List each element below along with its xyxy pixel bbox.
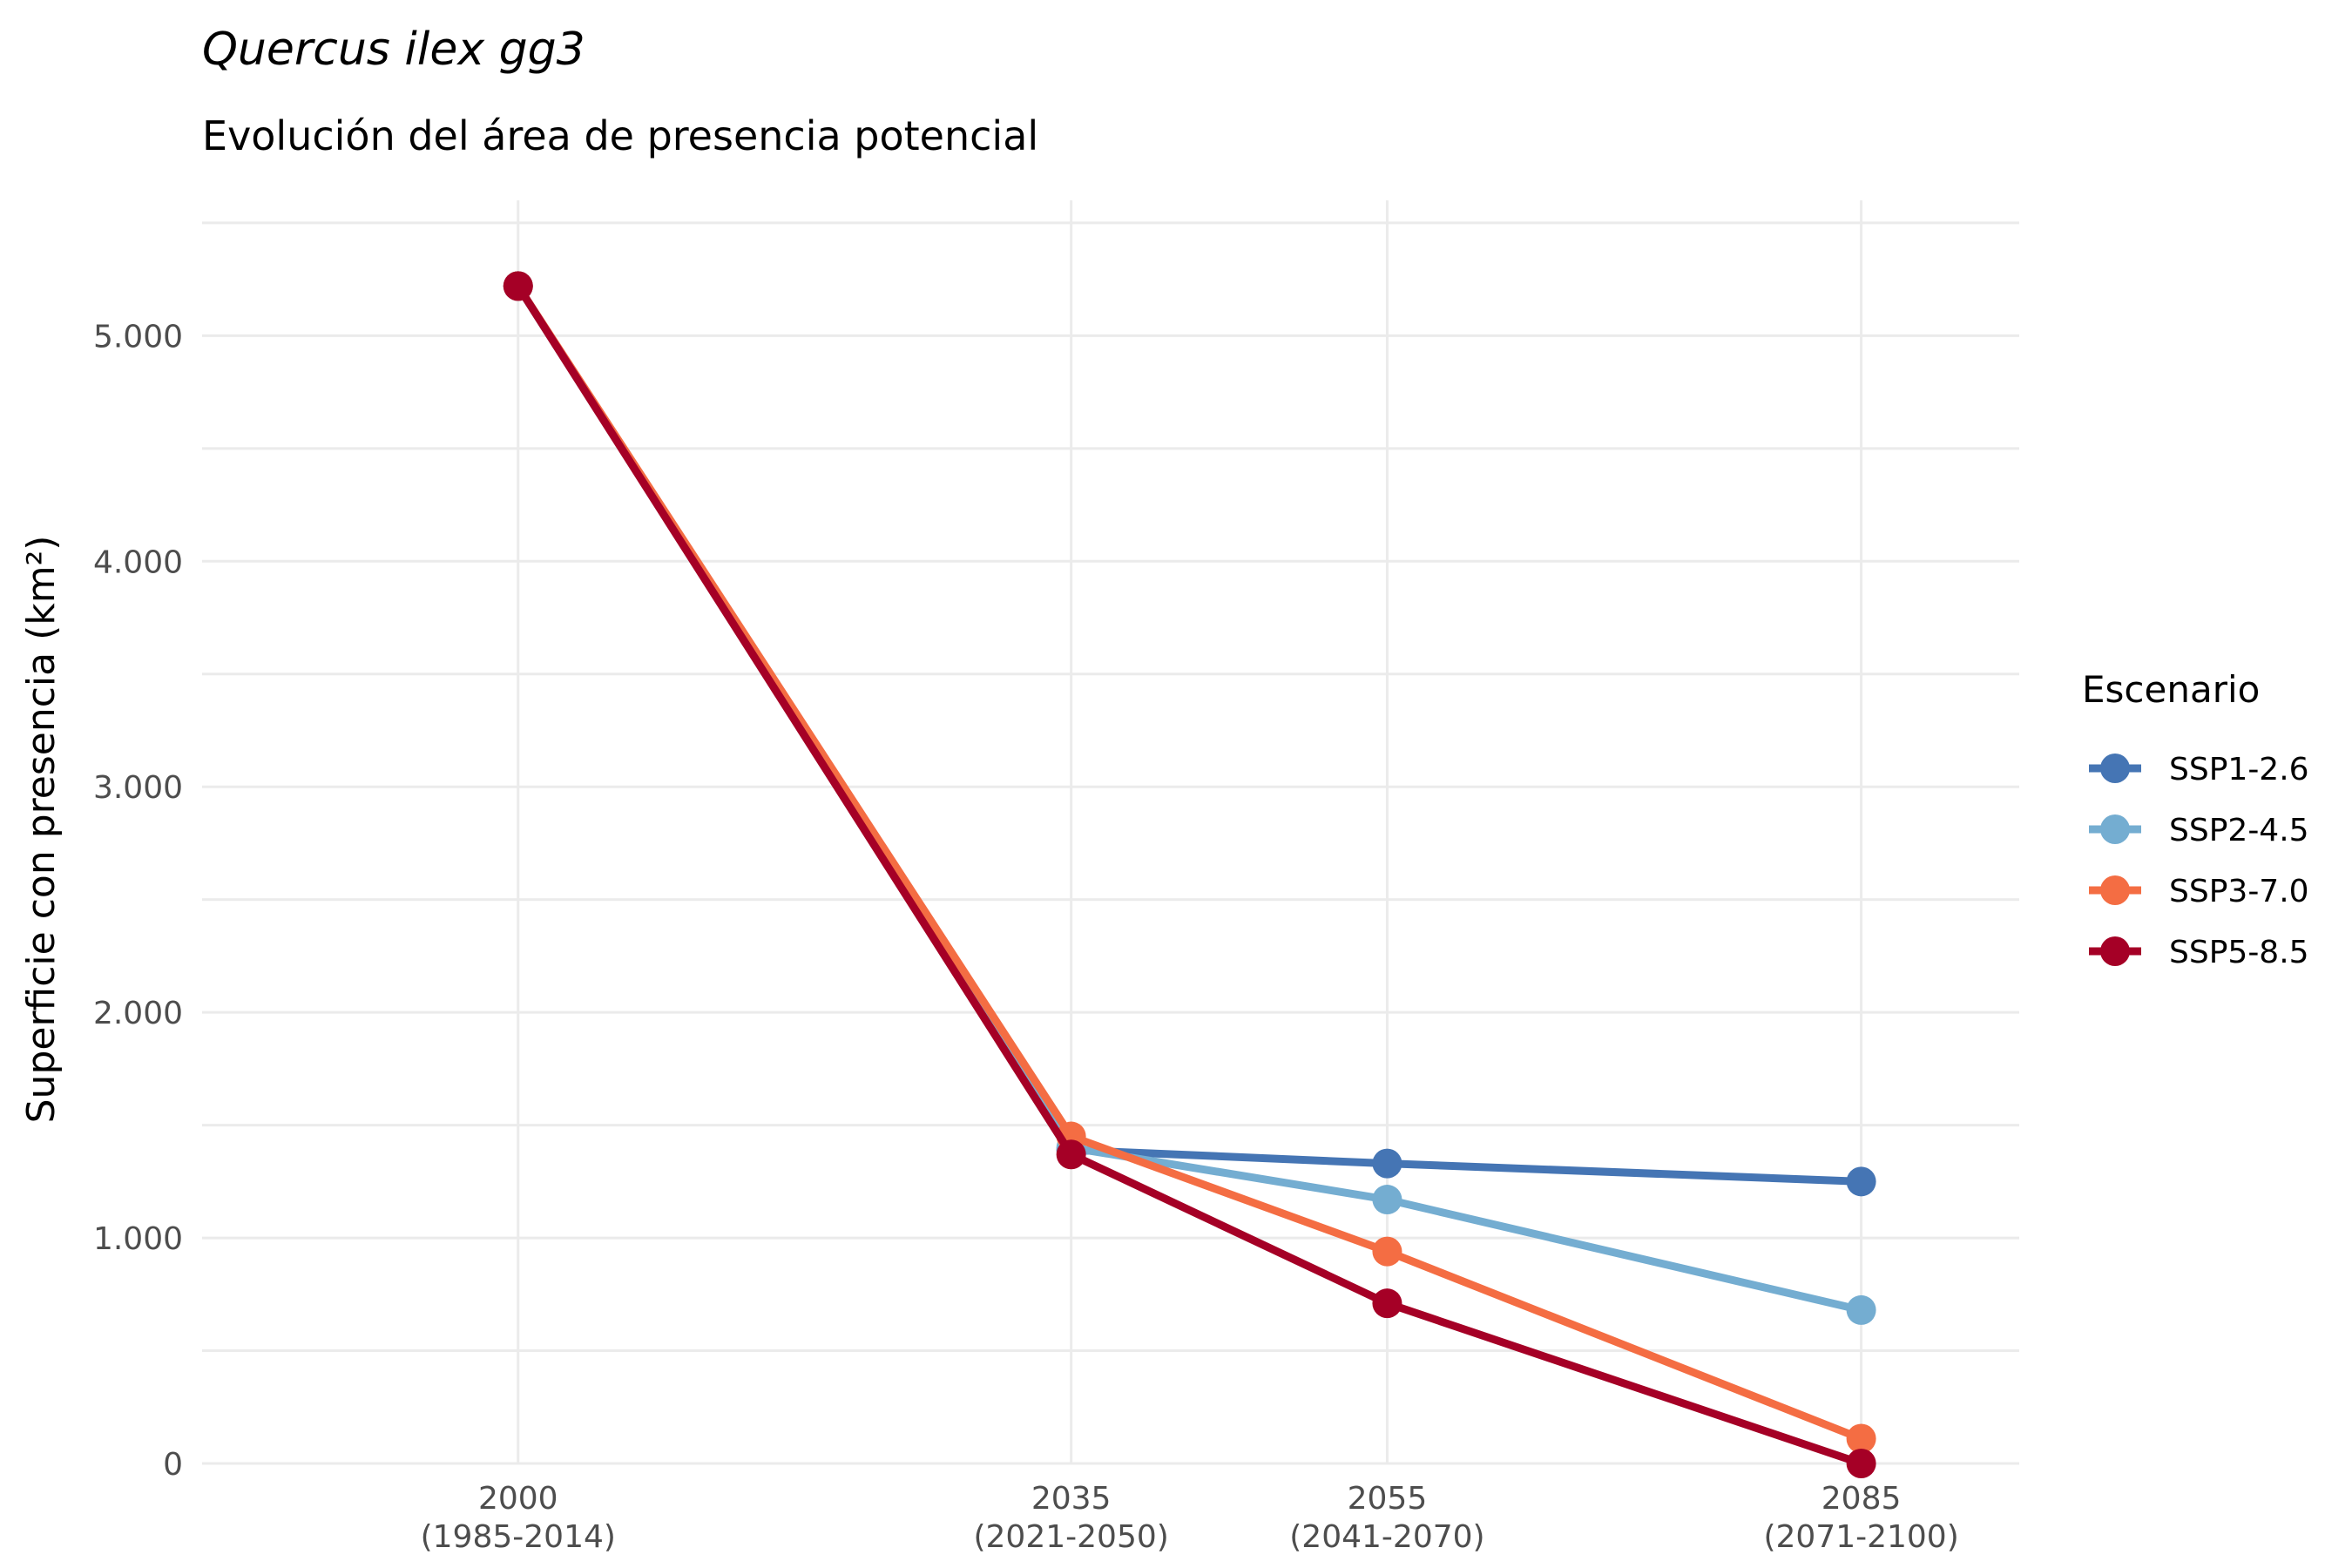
- data-point-ssp5-8-5: [1846, 1449, 1876, 1478]
- legend-item-ssp5-8-5: SSP5-8.5: [2089, 935, 2309, 970]
- data-point-ssp2-4-5: [1372, 1185, 1402, 1215]
- y-tick-label: 0: [163, 1447, 183, 1483]
- legend: Escenario SSP1-2.6 SSP2-4.5 SSP3-7.0 SSP5-8…: [2082, 668, 2309, 970]
- legend-key-point: [2100, 814, 2130, 844]
- series-line-ssp5-8-5: [514, 281, 1866, 1468]
- data-point-ssp1-2-6: [1372, 1148, 1402, 1179]
- series-ssp2-4-5: [503, 271, 1876, 1325]
- data-point-ssp5-8-5: [1056, 1139, 1086, 1170]
- legend-key-point: [2100, 875, 2130, 905]
- legend-key-point: [2100, 936, 2130, 966]
- data-point-ssp1-2-6: [1846, 1166, 1876, 1197]
- legend-label: SSP1-2.6: [2169, 752, 2309, 787]
- series-line-ssp3-7-0: [514, 281, 1866, 1443]
- y-tick-label: 3.000: [93, 770, 183, 806]
- x-axis-ticks: 2000(1985-2014) 2035(2021-2050) 2055(2041-…: [421, 1481, 1959, 1555]
- legend-item-ssp3-7-0: SSP3-7.0: [2089, 874, 2309, 909]
- y-axis-label: Superficie con presencia (km²): [19, 536, 64, 1124]
- legend-title: Escenario: [2082, 668, 2260, 711]
- chart-title: Quercus ilex gg3: [202, 24, 585, 76]
- x-tick-label: 2035: [1031, 1481, 1112, 1517]
- y-tick-label: 4.000: [93, 544, 183, 580]
- data-point-ssp5-8-5: [1372, 1288, 1402, 1319]
- series-layer: [503, 271, 1876, 1478]
- y-tick-label: 1.000: [93, 1221, 183, 1257]
- y-tick-label: 5.000: [93, 319, 183, 355]
- x-tick-label: (2041-2070): [1289, 1519, 1484, 1555]
- x-tick-label: 2000: [478, 1481, 558, 1517]
- y-tick-label: 2.000: [93, 996, 183, 1031]
- legend-item-ssp2-4-5: SSP2-4.5: [2089, 813, 2309, 848]
- legend-label: SSP2-4.5: [2169, 813, 2309, 848]
- data-point-ssp3-7-0: [1372, 1236, 1402, 1267]
- legend-item-ssp1-2-6: SSP1-2.6: [2089, 752, 2309, 787]
- data-point-ssp5-8-5: [503, 271, 533, 301]
- y-axis-ticks: 0 1.000 2.000 3.000 4.000 5.000: [93, 319, 183, 1483]
- x-tick-label: (2071-2100): [1763, 1519, 1958, 1555]
- x-tick-label: 2055: [1348, 1481, 1428, 1517]
- x-tick-label: (1985-2014): [421, 1519, 616, 1555]
- gridlines: [202, 200, 2019, 1465]
- data-point-ssp2-4-5: [1846, 1294, 1876, 1325]
- legend-label: SSP5-8.5: [2169, 935, 2309, 970]
- series-ssp1-2-6: [503, 271, 1876, 1197]
- x-tick-label: 2085: [1821, 1481, 1902, 1517]
- x-tick-label: (2021-2050): [973, 1519, 1168, 1555]
- series-line-ssp1-2-6: [514, 281, 1866, 1186]
- legend-key-point: [2100, 754, 2130, 783]
- series-ssp5-8-5: [503, 271, 1876, 1478]
- chart-subtitle: Evolución del área de presencia potencia…: [202, 112, 1038, 159]
- legend-label: SSP3-7.0: [2169, 874, 2309, 909]
- data-point-ssp3-7-0: [1846, 1423, 1876, 1454]
